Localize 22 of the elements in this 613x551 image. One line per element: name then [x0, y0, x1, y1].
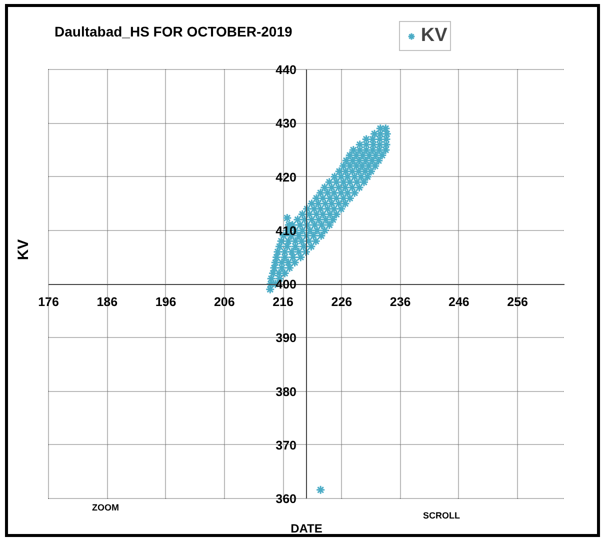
text: SCROLL	[423, 510, 460, 520]
y-tick-label: 440	[276, 63, 297, 77]
x-tick-label: 216	[272, 295, 294, 309]
legend-label: KV	[420, 25, 448, 47]
chart-title: Daultabad_HS FOR OCTOBER-2019	[54, 24, 293, 40]
y-tick-label: 380	[276, 384, 297, 399]
x-tick-label: 196	[155, 295, 176, 309]
y-tick-label: 370	[276, 438, 297, 452]
x-tick-label: 256	[507, 295, 528, 309]
x-tick-label: 236	[390, 295, 411, 309]
x-tick-label: 186	[96, 295, 118, 309]
y-axis-title: KV	[15, 239, 32, 260]
y-tick-label: 420	[276, 170, 297, 184]
y-tick-label: 390	[276, 331, 297, 346]
x-tick-label: 246	[448, 295, 470, 309]
x-axis-title: DATE	[290, 522, 322, 536]
x-tick-label: 206	[214, 295, 235, 309]
x-tick-label: 176	[38, 295, 59, 309]
y-tick-label: 360	[276, 492, 297, 506]
text: ZOOM	[92, 502, 119, 512]
y-tick-label: 430	[276, 116, 297, 131]
x-tick-label: 226	[331, 295, 352, 309]
